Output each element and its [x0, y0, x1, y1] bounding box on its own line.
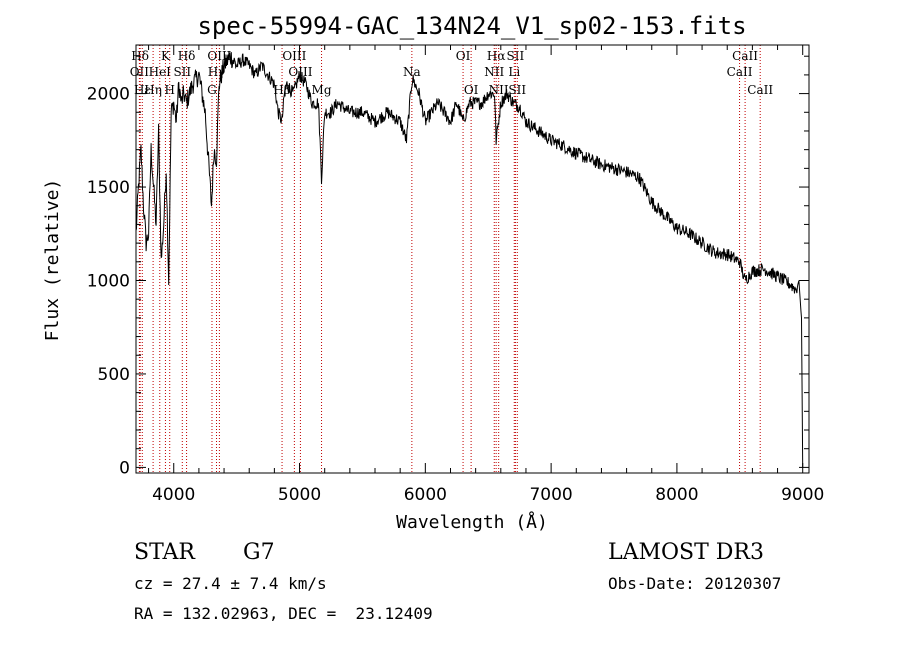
- redshift-velocity: cz = 27.4 ± 7.4 km/s: [134, 574, 327, 593]
- spectral-line-label: CaII: [732, 49, 758, 63]
- axis-ticks: 4000 5000 6000 7000 8000 9000 0 500 1000 1500 2000: [87, 45, 824, 505]
- spectral-line-label: HeI: [149, 65, 172, 79]
- spectral-line-label: SII: [173, 65, 191, 79]
- x-tick-label: 4000: [152, 485, 195, 505]
- spectrum-chart: spec-55994-GAC_134N24_V1_sp02-153.fits H…: [42, 12, 824, 533]
- spectral-line-label: Na: [403, 65, 421, 79]
- spectral-line-label: CaII: [727, 65, 753, 79]
- spectrum-series-line: [135, 52, 804, 468]
- x-tick-label: 5000: [278, 485, 321, 505]
- y-axis-label: Flux (relative): [42, 179, 63, 342]
- spectral-line-label: Li: [508, 65, 520, 79]
- spectral-line-label: OIII: [282, 49, 306, 63]
- x-tick-label: 8000: [655, 485, 698, 505]
- y-tick-label: 1000: [87, 271, 130, 291]
- y-tick-label: 0: [119, 458, 130, 478]
- sky-coordinates: RA = 132.02963, DEC = 23.12409: [134, 604, 433, 623]
- chart-title: spec-55994-GAC_134N24_V1_sp02-153.fits: [197, 12, 746, 40]
- x-axis-label: Wavelength (Å): [396, 511, 548, 533]
- spectral-line-label: Mg: [312, 83, 332, 97]
- y-tick-label: 2000: [87, 85, 130, 105]
- spectral-line-label: OII: [130, 65, 150, 79]
- spectral-line-label: Hδ: [178, 49, 196, 63]
- object-subclass: G7: [243, 540, 275, 565]
- x-tick-label: 9000: [781, 485, 824, 505]
- spectral-line-label: OIII: [288, 65, 312, 79]
- plot-frame: [135, 44, 810, 474]
- survey-name: LAMOST DR3: [608, 540, 764, 565]
- spectral-line-label: OI: [456, 49, 471, 63]
- spectral-line-label: Hα: [487, 49, 506, 63]
- x-tick-label: 7000: [529, 485, 572, 505]
- spectral-line-label: Hη: [144, 83, 162, 97]
- observation-date: Obs-Date: 20120307: [608, 574, 782, 593]
- spectral-line-label: K: [161, 49, 171, 63]
- spectral-line-label: SII: [507, 49, 525, 63]
- y-tick-label: 500: [98, 365, 130, 385]
- spectral-line-label: SII: [508, 83, 526, 97]
- spectral-line-label: H: [164, 83, 174, 97]
- y-tick-label: 1500: [87, 178, 130, 198]
- spectral-line-label: CaII: [747, 83, 773, 97]
- spectral-line-label: OI: [464, 83, 479, 97]
- x-tick-label: 6000: [404, 485, 447, 505]
- series-layer: [135, 52, 804, 468]
- spectral-line-label: NII: [489, 83, 509, 97]
- spectral-line-label: NII: [484, 65, 504, 79]
- spectral-line-label: G: [207, 83, 217, 97]
- object-class: STAR: [134, 540, 195, 565]
